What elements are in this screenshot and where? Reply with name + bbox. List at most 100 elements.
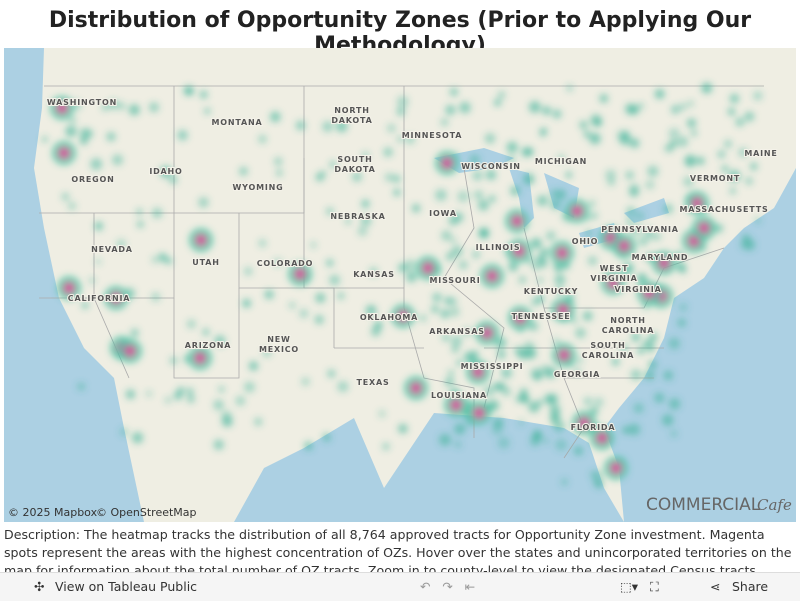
heat-spot — [549, 404, 561, 415]
heat-spot — [506, 141, 518, 154]
heat-spot — [383, 147, 393, 157]
heat-spot — [729, 93, 740, 104]
heat-spot — [565, 171, 573, 179]
heat-spot — [61, 192, 70, 201]
description: Description: The heatmap tracks the dist… — [4, 527, 792, 572]
state-label-line: VIRGINIA — [614, 285, 661, 294]
heat-spot — [644, 227, 653, 236]
heat-spot — [506, 155, 516, 165]
heat-spot — [248, 361, 259, 371]
heat-spot — [173, 391, 183, 400]
state-label-line: MONTANA — [212, 118, 263, 127]
state-label: OHIO — [572, 237, 598, 246]
heat-spot — [521, 395, 530, 404]
heat-spot — [90, 158, 103, 171]
heat-spot — [587, 255, 598, 266]
download[interactable]: ⬚▾ ⛶ — [620, 579, 659, 594]
state-label-line: NEW — [267, 335, 290, 344]
heat-spot — [329, 160, 337, 169]
heat-spot — [151, 207, 163, 219]
state-label: MARYLAND — [632, 253, 689, 262]
toolbar: ✣ View on Tableau Public ↶ ↷ ⇤ ⬚▾ ⛶ ⋖ Sh… — [0, 572, 800, 601]
heat-hotspot — [397, 310, 409, 322]
heat-spot — [523, 173, 535, 185]
heat-spot — [752, 90, 763, 101]
heat-spot — [440, 309, 450, 319]
heat-spot — [678, 303, 688, 312]
heat-spot — [398, 423, 408, 434]
heat-spot — [540, 247, 549, 256]
heat-spot — [574, 368, 581, 375]
view-link[interactable]: View on Tableau Public — [55, 579, 198, 594]
heat-spot — [485, 169, 497, 180]
heat-spot — [243, 381, 256, 393]
heat-spot — [552, 109, 562, 119]
heat-spot — [754, 217, 762, 224]
heat-spot — [533, 429, 542, 438]
heat-spot — [326, 259, 334, 267]
heat-spot — [593, 397, 604, 408]
heat-spot — [384, 172, 394, 182]
state-label: WEST VIRGINIA — [590, 264, 637, 283]
state-label: NEBRASKA — [330, 212, 385, 221]
heat-spot — [555, 287, 563, 295]
heat-spot — [457, 190, 469, 203]
heat-spot — [555, 264, 563, 273]
basemap — [4, 48, 796, 522]
heat-spot — [214, 335, 226, 347]
heat-spot — [382, 442, 390, 451]
heat-spot — [186, 319, 196, 329]
heat-spot — [588, 199, 596, 208]
heat-spot — [690, 130, 698, 137]
state-label-line: WYOMING — [233, 183, 284, 192]
heat-spot — [508, 261, 518, 272]
heat-spot — [561, 478, 568, 486]
heat-spot — [213, 439, 225, 450]
heat-spot — [510, 185, 521, 196]
heat-spot — [717, 150, 726, 159]
heat-spot — [590, 114, 602, 126]
heat-spot — [79, 128, 91, 140]
heat-spot — [304, 441, 313, 451]
heat-hotspot — [472, 366, 484, 378]
state-label-line: MAINE — [744, 149, 777, 158]
heat-spot — [686, 118, 697, 128]
undo[interactable]: ↶ ↷ ⇤ — [420, 579, 476, 594]
heat-spot — [566, 84, 573, 92]
heat-spot — [545, 230, 556, 241]
heat-hotspot — [691, 197, 703, 209]
heat-spot — [310, 241, 317, 249]
heat-spot — [645, 180, 655, 190]
heat-spot — [611, 357, 620, 366]
heat-spot — [619, 343, 629, 354]
heat-spot — [488, 195, 496, 203]
share-icon: ⋖ — [710, 579, 721, 594]
heat-hotspot — [294, 268, 306, 280]
heat-spot — [744, 111, 755, 122]
heat-spot — [542, 106, 551, 116]
heat-spot — [647, 165, 659, 177]
share[interactable]: Share — [732, 579, 769, 594]
heat-spot — [360, 215, 372, 227]
heat-spot — [738, 147, 748, 158]
heat-spot — [77, 382, 86, 391]
state-label-line: SOUTH — [590, 341, 625, 350]
state-label-line: MEXICO — [259, 345, 299, 354]
heat-spot — [444, 378, 452, 386]
heat-hotspot — [58, 147, 70, 159]
tableau-icon: ✣ — [34, 579, 45, 594]
heat-spot — [186, 395, 195, 404]
heat-spot — [202, 328, 210, 336]
state-label-line: WISCONSIN — [461, 162, 521, 171]
heat-spot — [472, 170, 483, 181]
heat-spot — [663, 203, 674, 214]
heat-spot — [405, 134, 416, 145]
heat-spot — [682, 176, 694, 188]
state-label-line: KANSAS — [353, 270, 395, 279]
heat-spot — [518, 275, 527, 284]
heat-spot — [749, 162, 758, 171]
heat-spot — [497, 436, 510, 449]
heat-spot — [396, 95, 409, 108]
heat-hotspot — [596, 432, 608, 444]
